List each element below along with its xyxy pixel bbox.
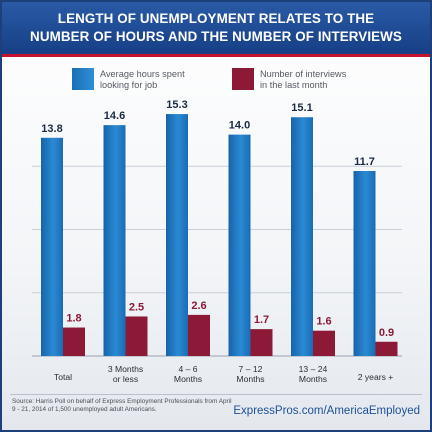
legend-label-interviews: Number of interviews in the last month [260,69,347,90]
bar-hours [166,114,188,356]
data-label-hours: 13.8 [41,123,62,135]
x-tick-label: 7 – 12 Months [236,364,264,384]
x-tick-label: 13 – 24 Months [299,364,328,384]
bar-interviews [250,329,273,356]
data-label-hours: 14.0 [229,120,250,132]
bar-interviews [375,341,398,356]
data-label-interviews: 1.6 [316,316,331,328]
source-note: Source: Harris Poll on behalf of Express… [12,398,232,413]
title-line-1: LENGTH OF UNEMPLOYMENT RELATES TO THE [57,11,375,26]
data-label-interviews: 0.9 [379,327,394,339]
x-tick-label: Total [54,372,72,382]
title-line-2: NUMBER OF HOURS AND THE NUMBER OF INTERV… [30,29,402,44]
x-tick-label: 2 years + [358,372,394,382]
data-label-hours: 15.1 [291,102,312,114]
bar-hours [103,125,126,356]
x-tick-label: 4 – 6 Months [174,364,202,384]
bar-interviews [188,314,210,356]
data-label-hours: 15.3 [166,99,187,111]
legend-label-hours: Average hours spent looking for job [100,69,185,90]
x-tick-label: 3 Months or less [108,364,143,384]
header-accent-line [2,54,430,57]
footer-divider [10,394,422,395]
legend-swatch-interviews [232,68,254,90]
bar-interviews [63,327,85,356]
bar-hours [353,170,376,356]
data-label-interviews: 2.5 [129,301,144,313]
data-label-interviews: 2.6 [191,300,206,312]
bar-chart: 13.8 1.8 Total 14.6 2.5 3 Months or less 15.3 2.… [32,99,402,384]
data-label-interviews: 1.7 [254,314,269,326]
legend-swatch-hours [72,68,94,90]
bar-interviews [125,316,148,356]
data-label-hours: 11.7 [354,156,375,168]
data-label-hours: 14.6 [104,110,125,122]
data-label-interviews: 1.8 [66,313,81,325]
bar-hours [291,117,313,356]
bar-hours [41,137,63,356]
bar-hours [228,134,251,356]
header-banner: LENGTH OF UNEMPLOYMENT RELATES TO THE NU… [2,2,430,54]
bar-interviews [313,330,335,356]
website-link[interactable]: ExpressPros.com/AmericaEmployed [233,405,420,417]
